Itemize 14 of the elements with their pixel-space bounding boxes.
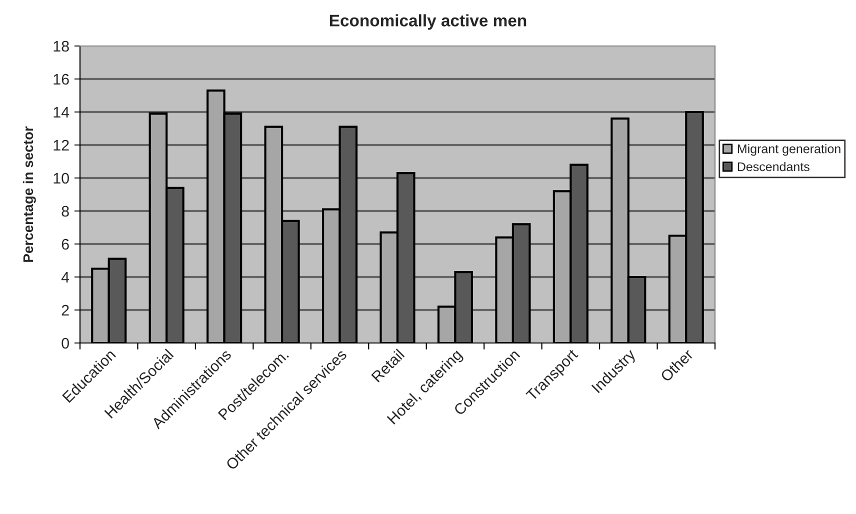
y-tick-label: 4 bbox=[61, 272, 70, 283]
y-axis-title: Percentage in sector bbox=[22, 126, 36, 262]
y-tick-label: 0 bbox=[62, 338, 69, 349]
legend-label: Migrant generation bbox=[738, 144, 840, 156]
y-tick-label: 8 bbox=[62, 206, 69, 217]
y-tick-label: 14 bbox=[54, 107, 70, 118]
y-tick-label: 16 bbox=[54, 74, 69, 85]
legend-label: Descendants bbox=[738, 162, 810, 172]
y-tick-label: 6 bbox=[62, 238, 69, 250]
y-tick-label: 12 bbox=[54, 140, 69, 151]
y-tick-label: 2 bbox=[62, 304, 69, 316]
y-tick-label: 18 bbox=[54, 40, 69, 52]
chart-title: Economically active men bbox=[330, 14, 526, 30]
y-tick-label: 10 bbox=[54, 172, 69, 184]
